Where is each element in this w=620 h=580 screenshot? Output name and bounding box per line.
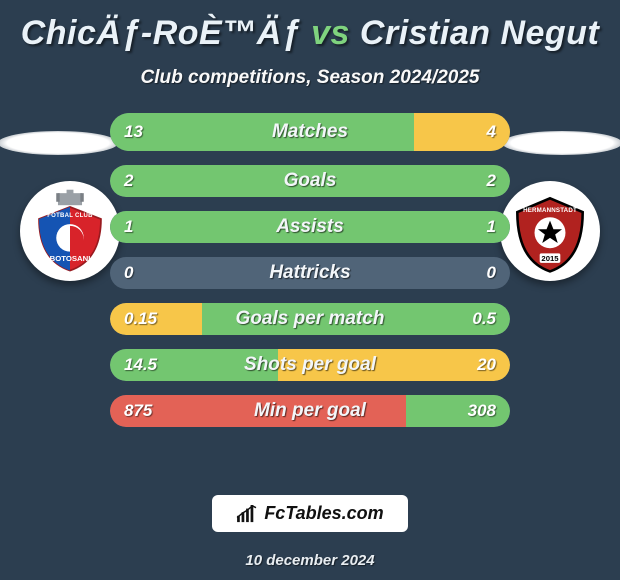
stat-row: 134Matches: [110, 113, 510, 151]
stat-row: 0.150.5Goals per match: [110, 303, 510, 335]
footer-site: FcTables.com: [264, 503, 383, 524]
vs-word: vs: [311, 14, 350, 52]
stat-bars: 134Matches 22Goals 11Assists 00Hattricks 0.1…: [110, 113, 510, 427]
comparison-arena: FOTBAL CLUB BOTOSANI HERMANNSTADT 2015 1…: [0, 113, 620, 493]
stat-label: Shots per goal: [110, 354, 510, 376]
stat-label: Goals: [110, 170, 510, 192]
stat-row: 875308Min per goal: [110, 395, 510, 427]
player-right-name: Cristian Negut: [360, 14, 599, 52]
svg-text:FOTBAL CLUB: FOTBAL CLUB: [47, 213, 93, 219]
badge-left-text: BOTOSANI: [50, 254, 91, 263]
subtitle: Club competitions, Season 2024/2025: [0, 67, 620, 89]
stat-label: Matches: [110, 121, 510, 143]
badge-right-text: HERMANNSTADT: [523, 207, 577, 214]
club-badge-right-icon: HERMANNSTADT 2015: [507, 188, 593, 274]
club-badge-left-icon: FOTBAL CLUB BOTOSANI: [27, 188, 113, 274]
footer-attribution: FcTables.com: [212, 495, 407, 532]
stat-label: Min per goal: [110, 400, 510, 422]
player-left-name: ChicÄƒ-RoÈ™Äƒ: [21, 14, 301, 52]
stat-row: 11Assists: [110, 211, 510, 243]
stat-row: 14.520Shots per goal: [110, 349, 510, 381]
bar-chart-icon: [236, 505, 258, 523]
stat-label: Hattricks: [110, 262, 510, 284]
stat-label: Assists: [110, 216, 510, 238]
player-right-shadow: [502, 131, 620, 155]
player-left-shadow: [0, 131, 118, 155]
club-crest-right: HERMANNSTADT 2015: [500, 181, 600, 281]
stat-row: 22Goals: [110, 165, 510, 197]
club-crest-left: FOTBAL CLUB BOTOSANI: [20, 181, 120, 281]
stat-row: 00Hattricks: [110, 257, 510, 289]
stat-label: Goals per match: [110, 308, 510, 330]
page-title: ChicÄƒ-RoÈ™Äƒ vs Cristian Negut: [0, 0, 620, 53]
date-text: 10 december 2024: [0, 552, 620, 569]
badge-right-year: 2015: [541, 254, 559, 263]
